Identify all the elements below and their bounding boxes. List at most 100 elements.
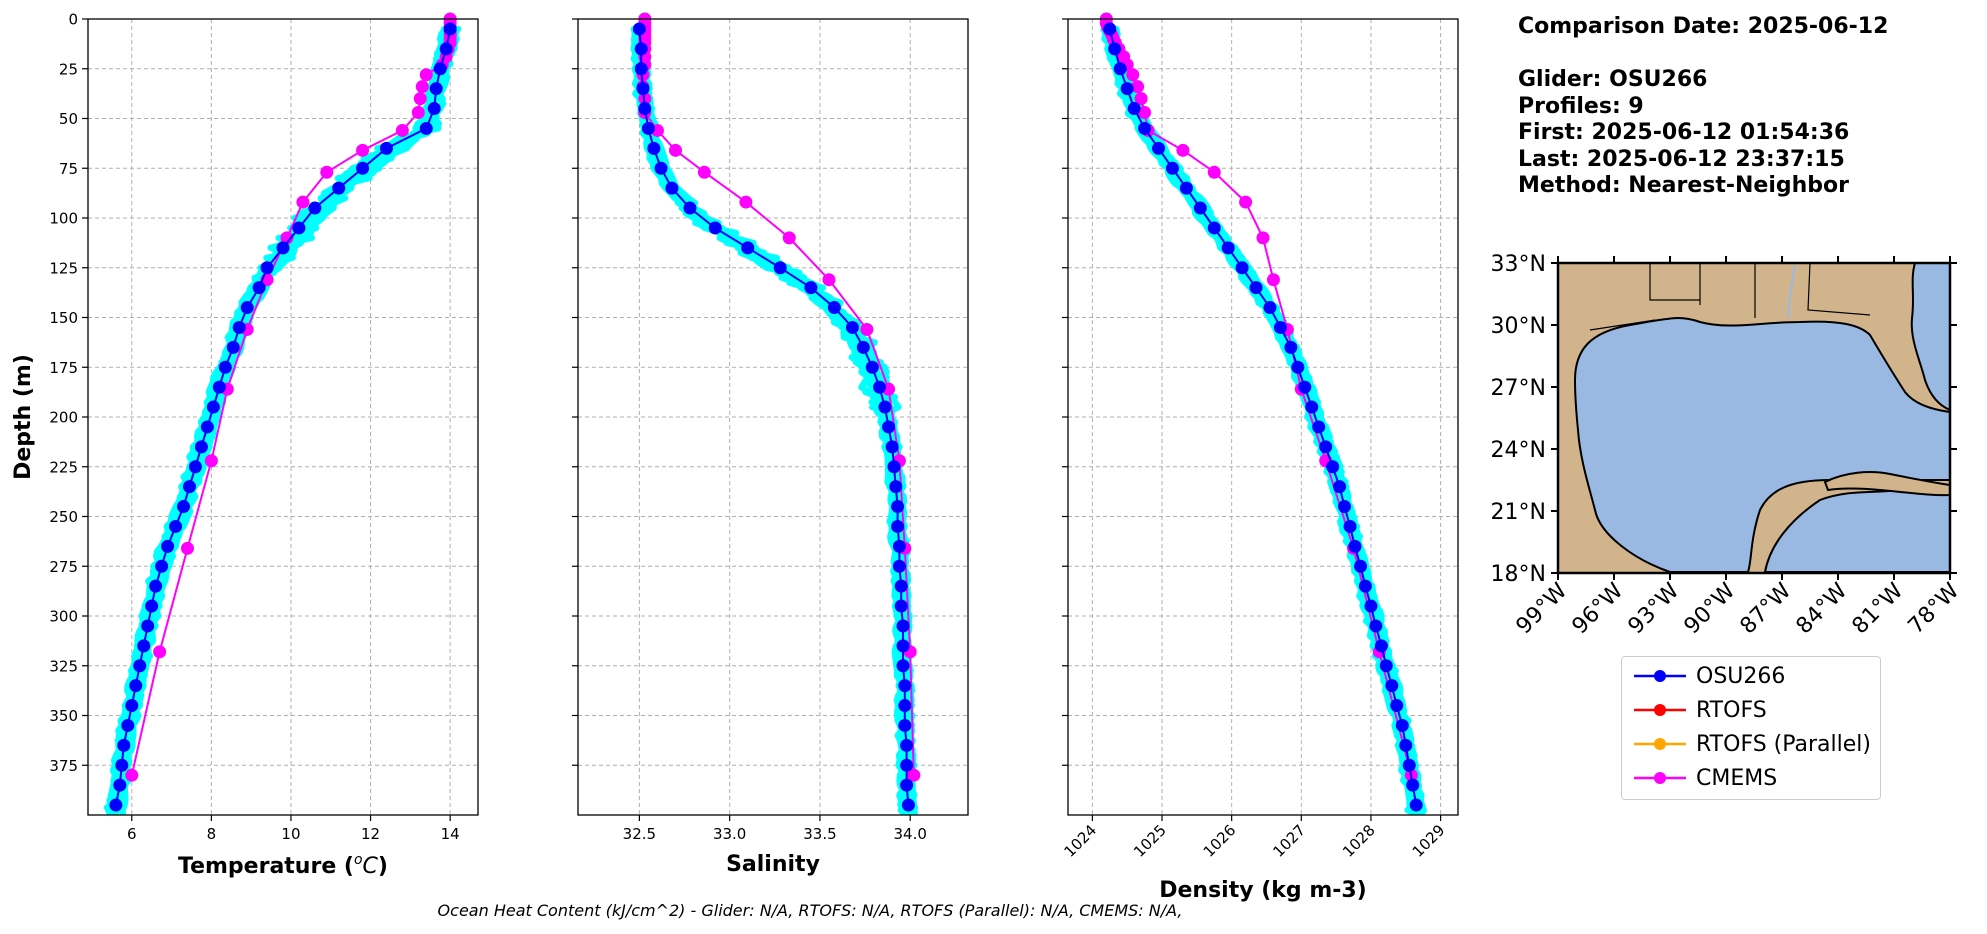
y-tick-label: 225 [49, 458, 78, 476]
osu266-point [145, 599, 159, 613]
osu266-point [773, 261, 787, 275]
osu266-point [1165, 161, 1179, 175]
y-tick-label: 125 [49, 259, 78, 277]
osu266-point [1326, 460, 1340, 474]
osu266-point [1374, 639, 1388, 653]
osu266-point [1273, 320, 1287, 334]
osu266-point [1249, 281, 1263, 295]
osu266-point [1343, 519, 1357, 533]
osu266-point [1127, 102, 1141, 116]
density-panel: 1024 1025 1026 1027 1028 1029 Density (kg m-3) [1060, 12, 1459, 903]
y-tick-label: 325 [49, 657, 78, 675]
y-tick-label: 0 [68, 11, 78, 29]
legend-item-rtofs-parallel: RTOFS (Parallel) [1632, 727, 1871, 761]
osu266-point [129, 679, 143, 693]
x-tick-label: 1026 [1200, 821, 1240, 861]
osu266-point [1263, 301, 1277, 315]
osu266-point [892, 539, 906, 553]
lon-label: 84°W [1792, 578, 1853, 639]
osu266-point [647, 141, 661, 155]
osu266-point [1409, 798, 1423, 812]
osu266-point [891, 519, 905, 533]
osu266-point [226, 340, 240, 354]
legend-item-rtofs: RTOFS [1632, 693, 1767, 727]
osu266-point [654, 161, 668, 175]
osu266-point [1390, 699, 1404, 713]
glider-raw-profile-line [110, 26, 452, 816]
osu266-point [1152, 141, 1166, 155]
osu266-point [429, 82, 443, 96]
osu266-mean-series [632, 22, 915, 812]
glider-raw-profile-line [117, 26, 462, 816]
glider-raw-profile-line [640, 26, 918, 816]
cmems-point [280, 231, 294, 245]
osu266-point [427, 102, 441, 116]
legend-label: RTOFS [1696, 697, 1767, 723]
x-tick-label: 33.5 [803, 825, 836, 843]
osu266-point [232, 320, 246, 334]
legend-item-osu266: OSU266 [1632, 659, 1785, 693]
osu266-point [1319, 440, 1333, 454]
cmems-point [782, 231, 796, 245]
cmems-point [125, 768, 139, 782]
x-tick-label: 1029 [1409, 821, 1449, 861]
glider-raw-profile-line [640, 26, 918, 816]
osu266-point [161, 539, 175, 553]
osu266-point [240, 301, 254, 315]
osu266-point [188, 460, 202, 474]
legend-line-marker-icon [1634, 704, 1686, 716]
osu266-point [894, 599, 908, 613]
cmems-point [415, 80, 429, 94]
osu266-point [169, 519, 183, 533]
osu266-point [1284, 340, 1298, 354]
osu266-point [1385, 679, 1399, 693]
cmems-point [395, 123, 409, 137]
osu266-point [665, 181, 679, 195]
cmems-point [1126, 68, 1140, 82]
osu266-point [155, 559, 169, 573]
osu266-point [683, 201, 697, 215]
cmems-point [296, 195, 310, 209]
osu266-point [137, 639, 151, 653]
osu266-point [1298, 380, 1312, 394]
osu266-point [1358, 579, 1372, 593]
x-tick-label: 14 [441, 825, 460, 843]
cmems-point [356, 143, 370, 157]
lat-label: 33°N [1491, 252, 1546, 277]
ocean-heat-content-note: Ocean Heat Content (kJ/cm^2) - Glider: N… [437, 901, 1183, 920]
osu266-point [885, 440, 899, 454]
y-tick-label: 350 [49, 707, 78, 725]
osu266-point [632, 22, 646, 36]
cmems-point [739, 195, 753, 209]
osu266-point [896, 639, 910, 653]
x-tick-label: 34.0 [894, 825, 927, 843]
cmems-point [1266, 273, 1280, 287]
glider-raw-profile-line [640, 26, 919, 816]
temperature-panel: 0 25 50 75 100 125 150 175 200 225 250 275 300 325 350… [11, 11, 479, 879]
lon-label: 99°W [1512, 578, 1573, 639]
osu266-point [898, 699, 912, 713]
legend-line-marker-icon [1634, 738, 1686, 750]
cmems-point [1176, 143, 1190, 157]
lon-label: 93°W [1624, 578, 1685, 639]
osu266-point [433, 62, 447, 76]
lat-label: 30°N [1491, 314, 1546, 339]
cmems-point [411, 106, 425, 120]
osu266-line [114, 28, 452, 806]
osu266-point [1348, 539, 1362, 553]
cmems-point [413, 92, 427, 106]
osu266-point [708, 221, 722, 235]
lat-label: 18°N [1491, 562, 1546, 587]
comparison-date: Comparison Date: 2025-06-12 [1518, 14, 1889, 39]
osu266-point [1333, 480, 1347, 494]
y-axis-label: Depth (m) [11, 354, 36, 480]
osu266-point [804, 281, 818, 295]
osu266-point [1103, 22, 1117, 36]
cmems-point [669, 143, 682, 157]
comparison-info: Comparison Date: 2025-06-12 Glider: OSU2… [1518, 14, 1888, 200]
osu266-point [443, 22, 457, 36]
cmems-point [419, 68, 433, 82]
osu266-point [634, 42, 648, 56]
x-tick-label: 10 [281, 825, 300, 843]
x-axis-label: Salinity [726, 852, 820, 877]
